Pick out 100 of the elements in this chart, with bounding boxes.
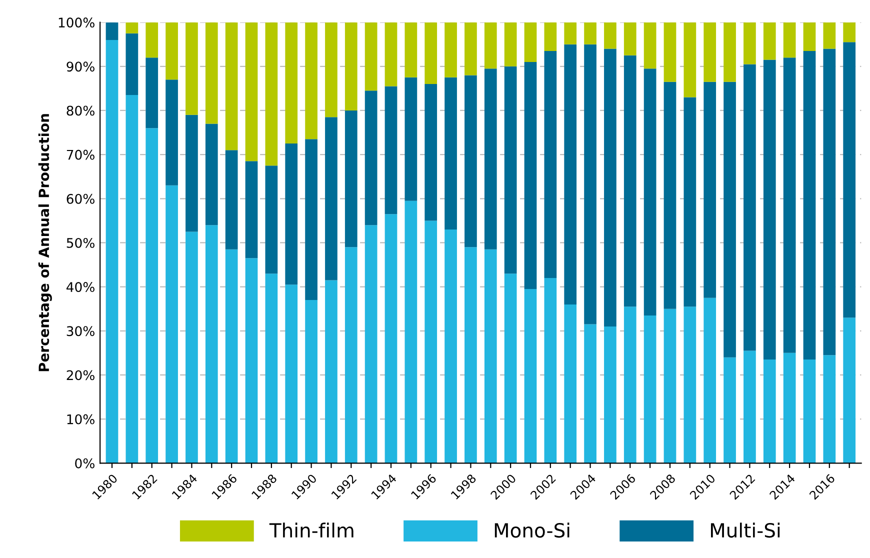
bar (245, 22, 258, 162)
bar (644, 68, 656, 316)
bar (186, 22, 198, 115)
bar (205, 225, 218, 464)
bar (126, 95, 138, 464)
bar (803, 50, 816, 360)
bar (464, 247, 477, 464)
bar (724, 82, 736, 358)
bar (724, 22, 736, 82)
bar (126, 33, 138, 96)
bar (245, 161, 258, 258)
y-tick-label: 10% (67, 414, 94, 424)
bar (624, 55, 636, 307)
y-tick-label: 0% (75, 458, 94, 468)
bar (205, 124, 218, 226)
bar (604, 326, 616, 464)
bar (564, 304, 577, 464)
bar (564, 22, 577, 44)
bar (265, 22, 278, 166)
bar (404, 77, 418, 201)
bar (823, 355, 836, 464)
bar (724, 357, 736, 464)
bar (524, 62, 537, 290)
bar (803, 360, 816, 464)
bar (823, 48, 836, 356)
bar (106, 22, 118, 40)
y-tick-label: 50% (66, 238, 94, 248)
bar (126, 22, 138, 34)
bar (364, 22, 378, 91)
bar (464, 75, 477, 248)
bar (744, 64, 756, 351)
bar (424, 22, 438, 84)
bar (384, 214, 398, 464)
bar (305, 22, 318, 140)
bar (744, 22, 756, 64)
y-tick-label: 40% (66, 282, 94, 292)
bar (664, 22, 676, 82)
bar (604, 22, 616, 49)
bar (364, 90, 378, 226)
bar (364, 225, 378, 464)
bar (146, 22, 158, 58)
y-tick-label: 30% (66, 326, 94, 336)
bar (404, 22, 418, 78)
bar (305, 139, 318, 300)
bar (285, 22, 298, 144)
bar (684, 306, 696, 464)
bar (544, 22, 557, 51)
bar (684, 22, 696, 98)
legend-label: Multi-Si (710, 522, 780, 538)
bar (225, 150, 238, 250)
bar (783, 58, 796, 353)
bar (384, 86, 398, 214)
y-tick-label: 20% (66, 370, 94, 380)
bar (484, 22, 497, 69)
bar (544, 278, 557, 464)
bar (305, 300, 318, 464)
bar (624, 306, 636, 464)
bar (584, 324, 596, 464)
bar (504, 22, 517, 66)
bar (384, 22, 398, 86)
bar (524, 22, 537, 62)
bar (205, 22, 218, 124)
bar (783, 352, 796, 464)
bar (265, 166, 278, 274)
bar (484, 249, 497, 464)
bar (444, 22, 457, 78)
bar (843, 42, 856, 318)
bar (245, 258, 258, 464)
bar (225, 22, 238, 150)
bar (325, 280, 338, 464)
bar (504, 274, 517, 464)
bar (763, 22, 776, 60)
bar (186, 114, 198, 232)
bar (444, 230, 457, 464)
bar (484, 68, 497, 250)
y-axis-title: Percentage of Annual Production (38, 114, 52, 372)
y-tick-label: 80% (66, 106, 94, 116)
bar (464, 22, 477, 76)
bar (624, 22, 636, 56)
bar (644, 315, 656, 464)
bar (504, 66, 517, 274)
bar (564, 44, 577, 304)
bar (763, 360, 776, 464)
bar (803, 22, 816, 51)
bar (644, 22, 656, 69)
bar (763, 60, 776, 360)
bar (664, 82, 676, 309)
bar (843, 22, 856, 42)
bar (146, 128, 158, 464)
bar (285, 144, 298, 285)
bar (664, 308, 676, 464)
bar (225, 249, 238, 464)
bar (344, 247, 358, 464)
bar (783, 22, 796, 58)
bar (166, 185, 178, 464)
bar (344, 110, 358, 248)
bar (584, 22, 596, 44)
bar (146, 58, 158, 128)
bar (704, 22, 716, 82)
bar (544, 50, 557, 278)
